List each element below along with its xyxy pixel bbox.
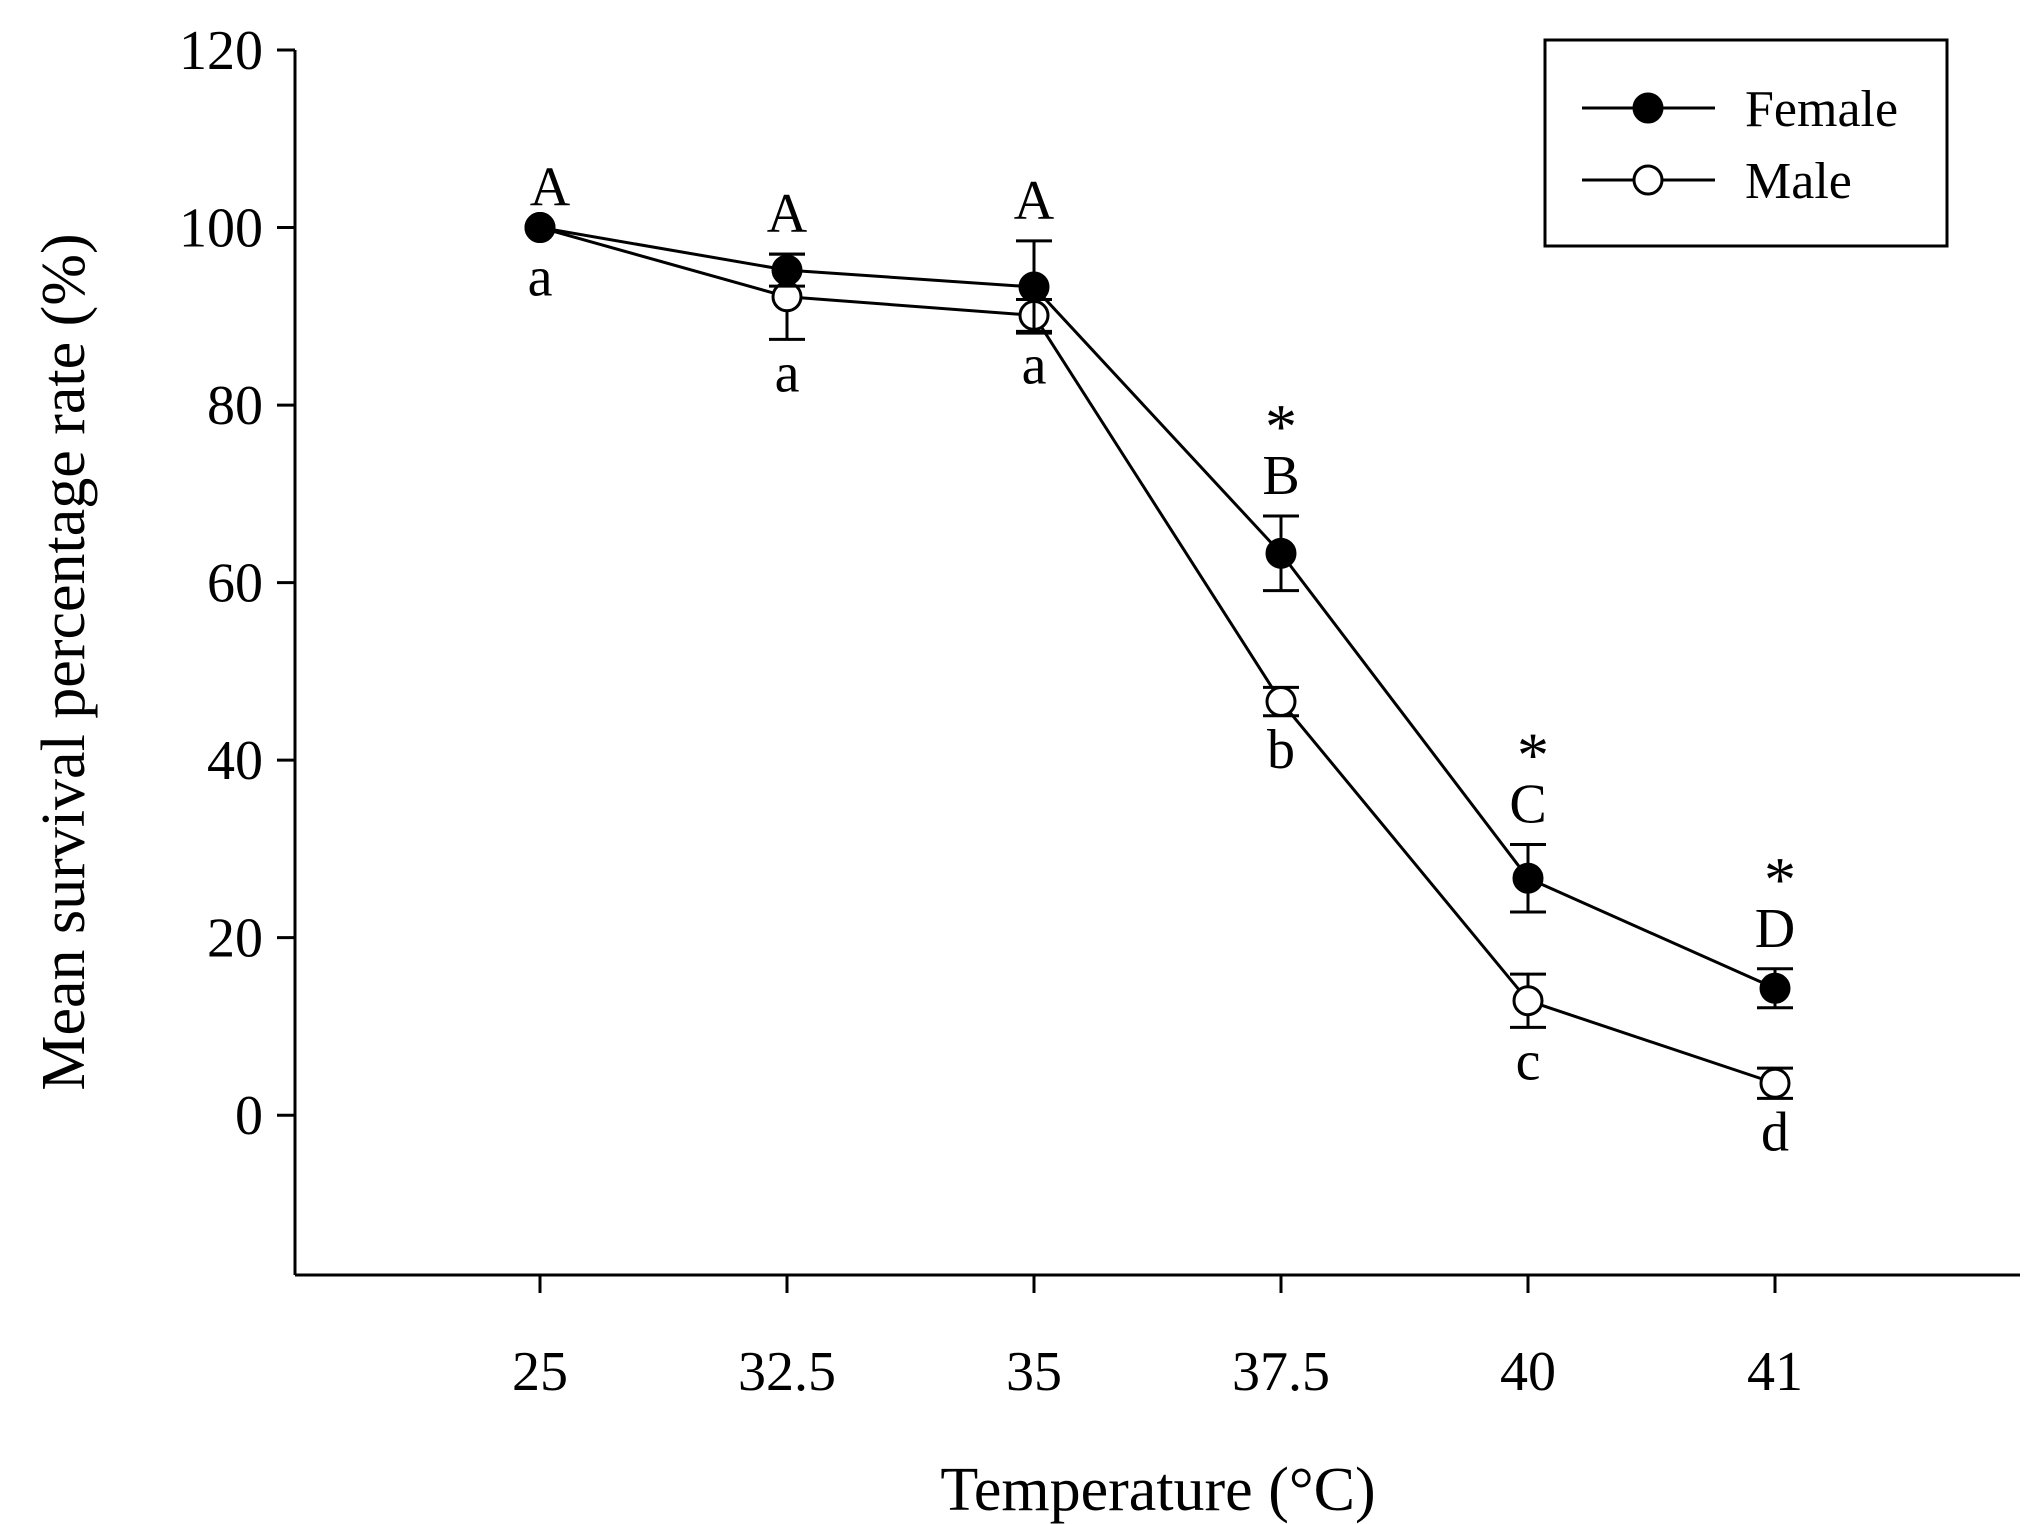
- letter-male: a: [1022, 334, 1047, 396]
- series-line-male: [539, 226, 1776, 1085]
- x-tick-label: 40: [1500, 1341, 1556, 1403]
- y-tick-label: 20: [207, 908, 263, 970]
- letter-female: A: [1014, 170, 1055, 232]
- significance-star: *: [1517, 719, 1549, 790]
- series-line-female: [539, 226, 1776, 990]
- point-female: [1018, 271, 1050, 303]
- letter-male: a: [775, 342, 800, 404]
- point-female: [771, 254, 803, 286]
- letter-male: c: [1516, 1030, 1541, 1092]
- letter-female: A: [767, 183, 808, 245]
- legend-marker: [1632, 164, 1664, 196]
- x-tick-label: 25: [512, 1341, 568, 1403]
- y-tick-label: 100: [179, 198, 263, 260]
- point-male: [1759, 1067, 1791, 1099]
- series-female: [524, 212, 1793, 1010]
- series-layer: [524, 212, 1793, 1100]
- significance-star: *: [1764, 844, 1796, 915]
- point-female: [1759, 972, 1791, 1004]
- y-tick-label: 0: [235, 1085, 263, 1147]
- point-female: [1265, 537, 1297, 569]
- series-male: [524, 212, 1793, 1100]
- legend-label-male: Male: [1745, 153, 1852, 210]
- axes: 0 20 40 60 80 100 120 25 32.5 35 37.5 40 41 Temperatu…: [30, 20, 2020, 1524]
- y-tick-label: 40: [207, 730, 263, 792]
- legend-marker: [1632, 92, 1664, 124]
- letter-female: D: [1755, 898, 1795, 960]
- y-axis-title: Mean survival percentage rate (%): [30, 233, 98, 1090]
- y-tick-label: 120: [179, 20, 263, 82]
- letter-female: A: [530, 157, 571, 219]
- letter-female: B: [1262, 445, 1299, 507]
- x-tick-label: 32.5: [738, 1341, 836, 1403]
- point-female: [524, 212, 556, 244]
- letter-male: a: [528, 247, 553, 309]
- y-tick-label: 60: [207, 553, 263, 615]
- letter-female: C: [1509, 773, 1546, 835]
- legend-box: [1543, 38, 1949, 248]
- letter-male: d: [1761, 1101, 1789, 1163]
- point-female: [1512, 862, 1544, 894]
- point-male: [1265, 686, 1297, 718]
- point-male: [1512, 985, 1544, 1017]
- significance-star: *: [1265, 391, 1297, 462]
- x-tick-label: 41: [1747, 1341, 1803, 1403]
- x-tick-label: 37.5: [1232, 1341, 1330, 1403]
- x-axis-title: Temperature (°C): [940, 1456, 1375, 1524]
- letter-male: b: [1267, 719, 1295, 781]
- y-tick-label: 80: [207, 375, 263, 437]
- legend-label-female: Female: [1745, 81, 1898, 138]
- x-tick-label: 35: [1006, 1341, 1062, 1403]
- legend: Female Male: [1543, 38, 1949, 248]
